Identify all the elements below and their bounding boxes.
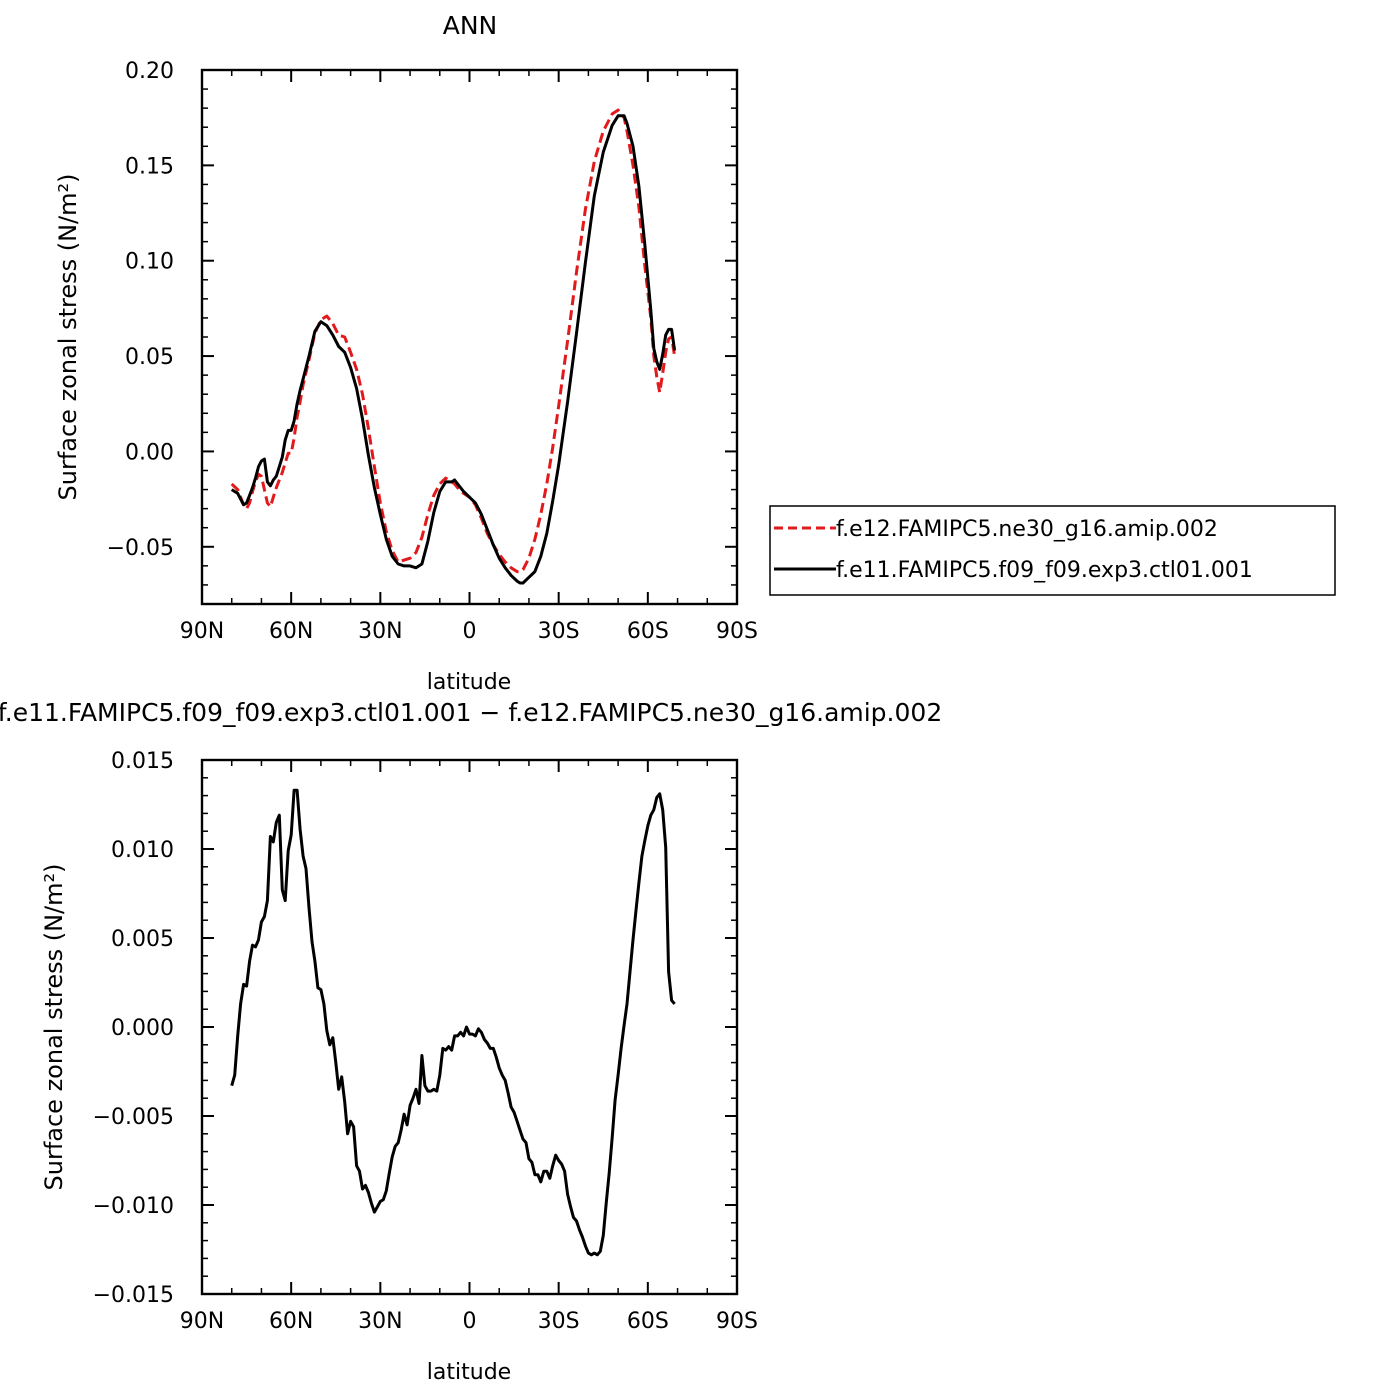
top-panel-frame	[200, 68, 739, 606]
y-tick-label: 0.000	[111, 1016, 174, 1041]
y-tick-label: 0.015	[111, 749, 174, 774]
top-panel-title: ANN	[443, 11, 498, 40]
y-tick-label: 0.010	[111, 838, 174, 863]
y-tick-label: 0.20	[125, 59, 174, 84]
x-tick-label: 0	[463, 1309, 477, 1334]
legend-entry-series-2: f.e11.FAMIPC5.f09_f09.exp3.ctl01.001	[836, 558, 1253, 583]
x-tick-label: 90N	[180, 1309, 224, 1334]
bottom-panel-frame	[200, 758, 739, 1296]
x-tick-label: 30N	[358, 619, 402, 644]
x-tick-label: 60N	[269, 619, 313, 644]
y-tick-label: 0.05	[125, 345, 174, 370]
bottom-panel-title: f.e11.FAMIPC5.f09_f09.exp3.ctl01.001 − f…	[0, 698, 942, 727]
y-tick-label: 0.00	[125, 440, 174, 465]
legend-entry-series-1: f.e12.FAMIPC5.ne30_g16.amip.002	[836, 517, 1218, 542]
y-tick-label: 0.10	[125, 250, 174, 275]
series-line-2	[230, 114, 677, 585]
bottom-panel-ylabel: Surface zonal stress (N/m²)	[40, 864, 68, 1191]
top-panel-xlabel: latitude	[427, 670, 511, 695]
y-tick-label: −0.010	[93, 1194, 174, 1219]
y-tick-label: −0.005	[93, 1105, 174, 1130]
top-panel-grid-ticks: 90N 60N 30N 0 30S 60S 90S 0.20 0.15 0.10 0.05 0.00 −…	[107, 59, 758, 644]
top-panel-ylabel: Surface zonal stress (N/m²)	[54, 174, 82, 501]
legend-box	[769, 505, 1336, 596]
x-tick-label: 60S	[627, 619, 669, 644]
top-panel-series	[230, 108, 677, 585]
x-tick-label: 30N	[358, 1309, 402, 1334]
y-tick-label: 0.005	[111, 927, 174, 952]
series-line-1	[230, 108, 677, 574]
y-tick-label: −0.05	[107, 536, 174, 561]
y-tick-label: −0.015	[93, 1283, 174, 1308]
legend: f.e12.FAMIPC5.ne30_g16.amip.002 f.e11.FA…	[769, 505, 1336, 596]
x-tick-label: 30S	[538, 1309, 580, 1334]
bottom-panel-xlabel: latitude	[427, 1360, 511, 1385]
x-tick-label: 30S	[538, 619, 580, 644]
x-tick-label: 90S	[716, 619, 758, 644]
bottom-panel: f.e11.FAMIPC5.f09_f09.exp3.ctl01.001 − f…	[0, 698, 942, 1385]
x-tick-label: 60N	[269, 1309, 313, 1334]
x-tick-label: 90N	[180, 619, 224, 644]
series-line-1	[230, 788, 676, 1257]
bottom-panel-series	[230, 788, 676, 1257]
x-tick-label: 60S	[627, 1309, 669, 1334]
x-tick-label: 0	[463, 619, 477, 644]
top-panel: ANN 90N 60N 30N 0 30S 60S 90S 0.20 0.15 0.10 0.05 0…	[54, 11, 1336, 695]
y-tick-label: 0.15	[125, 154, 174, 179]
x-tick-label: 90S	[716, 1309, 758, 1334]
bottom-panel-grid-ticks: 90N 60N 30N 0 30S 60S 90S 0.015 0.010 0.005 0.000 −…	[93, 749, 758, 1334]
